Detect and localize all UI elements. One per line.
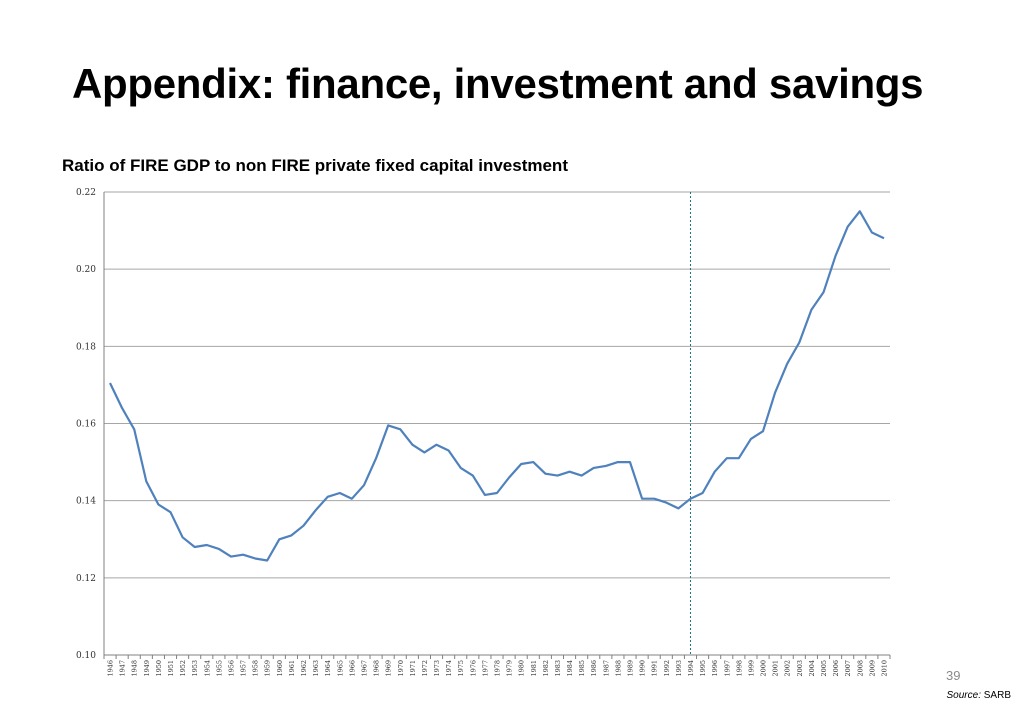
x-tick-label: 1959 [264,660,272,677]
y-tick-label: 0.20 [76,265,96,275]
x-tick-label: 1990 [639,660,647,677]
x-tick-label: 1949 [143,660,151,677]
x-tick-label: 1994 [687,660,695,677]
x-tick-label: 1987 [602,660,610,677]
x-tick-label: 1965 [336,660,344,677]
x-tick-label: 2003 [796,660,804,677]
x-tick-label: 1982 [542,660,550,677]
x-tick-label: 2000 [760,660,768,677]
x-tick-label: 2007 [844,660,852,677]
y-tick-label: 0.10 [76,651,96,661]
x-tick-label: 1946 [107,660,115,677]
x-tick-label: 1997 [723,660,731,677]
chart-title: Ratio of FIRE GDP to non FIRE private fi… [62,156,568,175]
x-tick-label: 1975 [457,660,465,677]
y-tick-label: 0.16 [76,420,96,430]
x-tick-label: 1966 [348,660,356,677]
y-tick-label: 0.12 [76,574,96,584]
x-tick-label: 1956 [227,660,235,677]
x-tick-label: 1947 [119,660,127,677]
x-tick-label: 1973 [433,660,441,677]
x-tick-label: 2009 [868,660,876,677]
x-tick-label: 1999 [747,660,755,677]
x-tick-label: 1958 [252,660,260,677]
x-tick-label: 1964 [324,660,332,677]
x-tick-label: 1963 [312,660,320,677]
x-tick-label: 2004 [808,660,816,677]
x-tick-label: 1978 [494,660,502,677]
x-tick-label: 1971 [409,660,417,677]
x-tick-label: 1961 [288,660,296,677]
x-tick-label: 2008 [856,660,864,677]
x-tick-label: 1953 [191,660,199,677]
slide-title: Appendix: finance, investment and saving… [72,60,924,107]
x-tick-label: 2001 [772,660,780,677]
x-tick-label: 1976 [469,660,477,677]
x-tick-label: 1993 [675,660,683,677]
source-value: SARB [983,690,1011,701]
x-tick-label: 1967 [360,660,368,677]
x-tick-label: 1996 [711,660,719,677]
x-tick-label: 1989 [627,660,635,677]
source-label: Source: [946,690,981,701]
x-tick-label: 2005 [820,660,828,677]
page-number: 39 [946,668,961,683]
x-tick-label: 1986 [590,660,598,677]
x-tick-label: 1970 [397,660,405,677]
y-tick-label: 0.22 [76,188,96,198]
x-tick-label: 1955 [215,660,223,677]
x-tick-label: 1977 [481,660,489,677]
x-tick-label: 1995 [699,660,707,677]
x-tick-label: 1951 [167,660,175,677]
x-tick-label: 1960 [276,660,284,677]
x-tick-label: 1952 [179,660,187,677]
y-tick-label: 0.14 [76,497,96,507]
x-tick-label: 1968 [373,660,381,677]
x-tick-label: 1983 [554,660,562,677]
x-tick-label: 1957 [240,660,248,677]
x-tick-label: 1998 [735,660,743,677]
y-tick-label: 0.18 [76,342,96,352]
x-tick-label: 1948 [131,660,139,677]
x-tick-label: 1991 [651,660,659,677]
x-tick-label: 1950 [155,660,163,677]
x-tick-label: 1974 [445,660,453,677]
x-tick-label: 2006 [832,660,840,677]
source-note: Source: SARB [947,690,1011,701]
x-tick-label: 1979 [506,660,514,677]
series-line [109,210,885,562]
x-tick-label: 1954 [203,660,211,677]
x-tick-label: 1992 [663,660,671,677]
x-tick-label: 1969 [385,660,393,677]
x-tick-label: 1988 [614,660,622,677]
x-tick-label: 1962 [300,660,308,677]
x-tick-label: 2010 [880,660,888,677]
x-tick-label: 1980 [518,660,526,677]
x-tick-label: 1981 [530,660,538,677]
x-tick-label: 1972 [421,660,429,677]
x-tick-label: 1984 [566,660,574,677]
x-tick-label: 2002 [784,660,792,677]
x-tick-label: 1985 [578,660,586,677]
